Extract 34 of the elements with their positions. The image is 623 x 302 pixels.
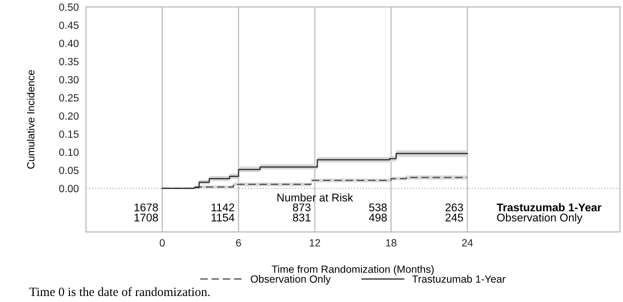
y-tick-label: 0.40 bbox=[59, 40, 79, 48]
x-axis-title: Time from Randomization (Months) bbox=[272, 265, 434, 275]
annotation: 1708 bbox=[134, 214, 158, 222]
annotation: 498 bbox=[368, 214, 387, 222]
y-axis-title: Cumulative Incidence bbox=[26, 70, 34, 169]
annotation: 263 bbox=[446, 203, 464, 212]
x-tick-label: 24 bbox=[462, 239, 473, 246]
annotation: Trastuzumab 1-Year bbox=[496, 203, 602, 212]
y-tick-label: 0.50 bbox=[59, 3, 79, 11]
annotation: 1154 bbox=[212, 214, 234, 222]
text: Time 0 is the date of randomization. bbox=[30, 287, 210, 296]
legend-label: Trastuzumab 1-Year bbox=[412, 275, 506, 283]
y-tick-label: 0.10 bbox=[59, 148, 79, 156]
y-tick-label: 0.35 bbox=[59, 58, 79, 66]
x-tick-label: 18 bbox=[386, 239, 396, 247]
annotation: 1678 bbox=[134, 203, 158, 212]
annotation: 538 bbox=[369, 203, 387, 212]
annotation: 873 bbox=[292, 203, 310, 212]
annotation: 1142 bbox=[212, 203, 234, 212]
annotation: 831 bbox=[292, 214, 310, 222]
x-tick-label: 0 bbox=[160, 239, 165, 247]
x-tick-label: 6 bbox=[236, 239, 241, 247]
x-tick-label: 12 bbox=[310, 239, 320, 246]
annotation: Number at Risk bbox=[277, 193, 354, 202]
y-tick-label: 0.30 bbox=[59, 76, 79, 84]
y-tick-label: 0.00 bbox=[59, 184, 79, 192]
y-tick-label: 0.15 bbox=[59, 130, 79, 138]
y-tick-label: 0.20 bbox=[59, 112, 79, 120]
annotation: 245 bbox=[446, 214, 464, 222]
y-tick-label: 0.25 bbox=[59, 94, 79, 102]
annotation: Observation Only bbox=[497, 213, 582, 224]
legend-label: Observation Only bbox=[250, 275, 331, 285]
y-tick-label: 0.05 bbox=[59, 166, 79, 174]
y-tick-label: 0.45 bbox=[59, 22, 79, 29]
